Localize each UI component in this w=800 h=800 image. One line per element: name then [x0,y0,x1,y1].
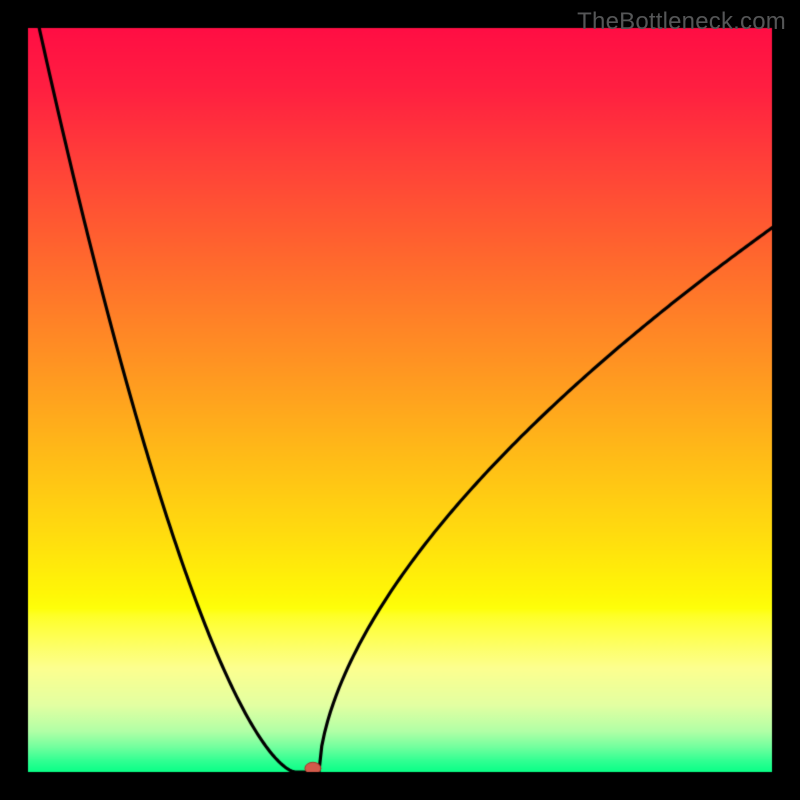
watermark-text: TheBottleneck.com [577,8,786,36]
bottleneck-chart-canvas [0,0,800,800]
chart-stage: TheBottleneck.com [0,0,800,800]
